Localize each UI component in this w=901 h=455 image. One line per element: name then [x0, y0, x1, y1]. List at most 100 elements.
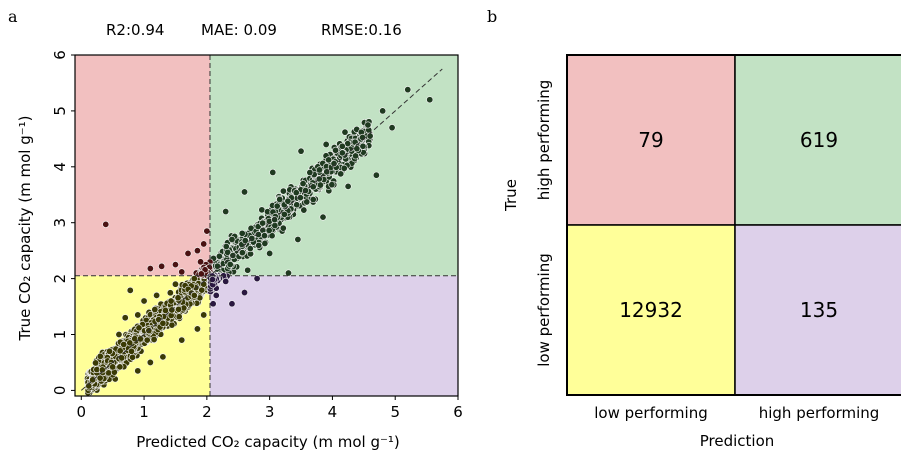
cm-cell-value: 135 [800, 298, 838, 322]
scatter-point [96, 352, 104, 360]
scatter-point [190, 275, 198, 283]
scatter-point [228, 235, 236, 243]
scatter-point [105, 369, 113, 377]
scatter-point [159, 319, 167, 327]
scatter-point [426, 96, 434, 104]
scatter-point [337, 170, 345, 178]
scatter-point [241, 237, 249, 245]
scatter-point [167, 297, 175, 305]
scatter-point [279, 187, 287, 195]
scatter-point [261, 239, 269, 247]
scatter-point [128, 347, 136, 355]
scatter-point [184, 249, 192, 257]
scatter-point [330, 160, 338, 168]
y-tick-label: 5 [51, 106, 69, 116]
cm-cell [734, 224, 901, 396]
scatter-point [102, 220, 110, 228]
y-axis-ticks: 0 1 2 3 4 5 6 [51, 50, 75, 395]
scatter-point [253, 275, 261, 283]
scatter-point [284, 269, 292, 277]
cm-frame [566, 54, 901, 396]
scatter-point [271, 216, 279, 224]
scatter-point [364, 121, 372, 129]
scatter-point [85, 382, 93, 390]
scatter-point [255, 241, 263, 249]
y-tick-label: 4 [51, 162, 69, 172]
scatter-point [344, 182, 352, 190]
scatter-point [109, 363, 117, 371]
scatter-point [222, 208, 230, 216]
scatter-point [222, 243, 230, 251]
scatter-point [159, 353, 167, 361]
scatter-point [299, 180, 307, 188]
scatter-point [372, 171, 380, 179]
identity-line [80, 68, 443, 391]
scatter-point [271, 222, 279, 230]
scatter-point [136, 335, 144, 343]
scatter-point [238, 249, 246, 257]
metric-rmse: RMSE:0.16 [321, 21, 402, 39]
scatter-point [146, 265, 154, 273]
scatter-point [340, 164, 348, 172]
scatter-point [279, 224, 287, 232]
scatter-point [309, 183, 317, 191]
scatter-point [98, 366, 106, 374]
scatter-point [388, 124, 396, 132]
scatter-point [241, 188, 249, 196]
scatter-point [151, 306, 159, 314]
scatter-point [379, 107, 387, 115]
scatter-point [166, 289, 174, 297]
scatter-point [259, 219, 267, 227]
scatter-point [306, 169, 314, 177]
scatter-point [178, 336, 186, 344]
x-tick-label: 4 [328, 403, 338, 421]
x-tick-label: 1 [139, 403, 149, 421]
scatter-point [303, 198, 311, 206]
scatter-point [222, 277, 230, 285]
scatter-point [116, 347, 124, 355]
scatter-point [341, 128, 349, 136]
x-axis-label: Predicted CO₂ capacity (m mol g⁻¹) [136, 433, 400, 451]
scatter-point [153, 291, 161, 299]
scatter-point [158, 262, 166, 270]
cm-x-category-label: low performing [594, 404, 707, 422]
scatter-point [261, 232, 269, 240]
scatter-point [129, 353, 137, 361]
scatter-point [174, 294, 182, 302]
scatter-point [292, 189, 300, 197]
scatter-point [134, 367, 142, 375]
scatter-point [143, 336, 151, 344]
scatter-point [171, 261, 179, 269]
scatter-point [265, 226, 273, 234]
scatter-point [293, 201, 301, 209]
cm-y-category-label: high performing [535, 80, 553, 201]
cm-x-category-label: high performing [759, 404, 880, 422]
scatter-point [300, 206, 308, 214]
scatter-point [228, 300, 236, 308]
scatter-point [309, 196, 317, 204]
cm-y-category-label: low performing [535, 253, 553, 366]
metric-mae: MAE: 0.09 [201, 21, 277, 39]
scatter-point [198, 286, 206, 294]
scatter-point [338, 149, 346, 157]
y-tick-label: 1 [51, 330, 69, 340]
scatter-point [175, 305, 183, 313]
scatter-point [168, 321, 176, 329]
scatter-point [212, 291, 220, 299]
scatter-point [353, 145, 361, 153]
scatter-plot: 0 1 2 3 4 5 6 0 1 2 3 4 5 6 Predicted CO₂ capacity (… [16, 50, 463, 451]
scatter-point [178, 268, 186, 276]
scatter-point [193, 325, 201, 333]
scatter-point [200, 240, 208, 248]
scatter-point [200, 311, 208, 319]
scatter-point [297, 147, 305, 155]
scatter-point [190, 291, 198, 299]
scatter-point [140, 297, 148, 305]
scatter-point [106, 347, 114, 355]
scatter-point [316, 181, 324, 189]
cm-cell-value: 619 [800, 128, 838, 152]
cm-y-axis-label: True [502, 179, 520, 212]
cm-x-axis-label: Prediction [700, 432, 775, 450]
x-tick-label: 0 [77, 403, 87, 421]
scatter-point [193, 247, 201, 255]
